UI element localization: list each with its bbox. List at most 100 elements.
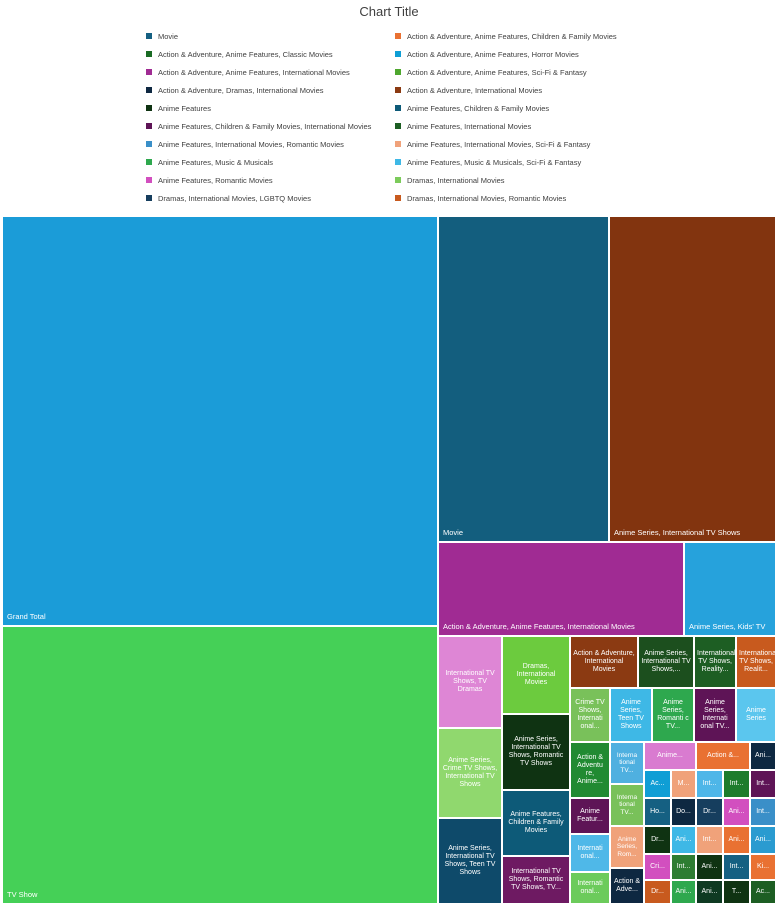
legend-item: Anime Features, International Movies — [395, 120, 531, 134]
treemap-tile-label: International TV Shows, TV Dramas — [445, 669, 495, 694]
legend-label: Anime Features, International Movies, Ro… — [158, 140, 344, 149]
legend-swatch — [395, 33, 401, 40]
treemap-tile-label: Ac... — [650, 779, 665, 787]
treemap-tile-label: International TV Shows, Realit... — [739, 649, 776, 674]
treemap-tile-label: Action & Adventure, Anime Features, Inte… — [443, 622, 635, 632]
treemap-tile-label: T... — [731, 887, 742, 895]
legend-swatch — [146, 69, 152, 76]
treemap-tile-label: Anime Series, International TV Shows, Ro… — [508, 735, 564, 768]
legend-item: Dramas, International Movies — [395, 174, 505, 188]
legend-swatch — [146, 177, 152, 184]
treemap-tile-label: Internati onal... — [577, 844, 603, 860]
treemap-tile: International TV Shows, Romantic TV Show… — [502, 856, 570, 904]
treemap-tile-label: TV Show — [7, 890, 38, 900]
legend-item: Anime Features, Romantic Movies — [146, 174, 273, 188]
treemap-tile: Int... — [696, 770, 723, 798]
treemap-tile: Internati onal... — [570, 834, 610, 872]
treemap-tile-label: Movie — [443, 528, 464, 538]
legend-item: Dramas, International Movies, LGBTQ Movi… — [146, 192, 311, 206]
treemap-tile-label: Int... — [702, 779, 717, 787]
treemap-tile-label: Int... — [676, 862, 691, 870]
legend-item: Anime Features, International Movies, Sc… — [395, 138, 590, 152]
legend-item: Action & Adventure, Dramas, Internationa… — [146, 84, 324, 98]
legend-swatch — [146, 87, 152, 94]
treemap-tile: Do... — [671, 798, 696, 826]
legend-swatch — [146, 195, 152, 202]
treemap-tile: Anime Series, International TV Shows, Ro… — [502, 714, 570, 790]
treemap-tile-label: Internati onal... — [577, 879, 603, 895]
legend-swatch — [395, 177, 401, 184]
legend-item: Action & Adventure, International Movies — [395, 84, 542, 98]
treemap-tile: Int... — [723, 854, 750, 880]
legend-item: Dramas, International Movies, Romantic M… — [395, 192, 566, 206]
treemap-tile-label: Dr... — [651, 887, 664, 895]
treemap-tile: Int... — [696, 826, 723, 854]
legend-label: Action & Adventure, Anime Features, Clas… — [158, 50, 333, 59]
legend-swatch — [146, 141, 152, 148]
treemap-tile: Ani... — [723, 826, 750, 854]
treemap-tile-label: Anime Featur... — [577, 807, 603, 823]
treemap-tile: Crime TV Shows, Internati onal... — [570, 688, 610, 742]
treemap-tile: Interna tional TV... — [610, 784, 644, 826]
legend-item: Action & Adventure, Anime Features, Horr… — [395, 48, 579, 62]
treemap-tile-label: Crime TV Shows, Internati onal... — [575, 698, 605, 731]
treemap-tile-label: Int... — [729, 862, 744, 870]
treemap-tile: Anime Series, International TV Shows,... — [638, 636, 694, 688]
treemap-tile-label: Int... — [756, 779, 770, 787]
treemap-tile-label: Int... — [756, 807, 770, 815]
legend-label: Anime Features, Children & Family Movies… — [158, 122, 372, 131]
treemap-tile: Int... — [723, 770, 750, 798]
legend-swatch — [395, 159, 401, 166]
treemap-tile: Ac... — [644, 770, 671, 798]
treemap-tile: Anime Series, Crime TV Shows, Internatio… — [438, 728, 502, 818]
legend-item: Action & Adventure, Anime Features, Chil… — [395, 30, 617, 44]
legend-item: Anime Features, Children & Family Movies — [395, 102, 549, 116]
treemap-tile-label: Dr... — [703, 807, 716, 815]
treemap-tile: Action & Adventu re, Anime... — [570, 742, 610, 798]
treemap-tile: Ani... — [750, 742, 776, 770]
treemap-tile: Ac... — [750, 880, 776, 904]
legend-swatch — [146, 123, 152, 130]
treemap-tile-label: Action & Adve... — [613, 877, 641, 893]
treemap-tile: Dr... — [644, 880, 671, 904]
treemap-tile-label: Anime Series, Teen TV Shows — [618, 698, 644, 731]
legend-swatch — [146, 33, 152, 40]
legend-swatch — [395, 195, 401, 202]
treemap-tile-label: Interna tional TV... — [616, 793, 638, 816]
treemap-tile: T... — [723, 880, 750, 904]
treemap-tile: Anime Featur... — [570, 798, 610, 834]
treemap-tile-label: Int... — [729, 779, 744, 787]
legend-label: Action & Adventure, Dramas, Internationa… — [158, 86, 324, 95]
legend-label: Anime Features, International Movies, Sc… — [407, 140, 591, 149]
treemap-tile: Anime Features, Children & Family Movies — [502, 790, 570, 856]
treemap-tile-label: Anime Series, Romanti c TV... — [657, 698, 689, 731]
treemap-tile-label: Anime Series, International TV Shows — [614, 528, 741, 538]
treemap-tile-label: Anime Features, Children & Family Movies — [508, 810, 564, 835]
treemap-tile-label: M... — [677, 779, 690, 787]
legend-label: Anime Features, Music & Musicals — [158, 158, 274, 167]
treemap-tile: Action & Adventure, International Movies — [570, 636, 638, 688]
treemap-tile: Action & Adve... — [610, 868, 644, 904]
legend-label: Anime Features, Romantic Movies — [158, 176, 273, 185]
treemap-tile: Ani... — [750, 826, 776, 854]
treemap-tile: Ani... — [696, 880, 723, 904]
treemap-tile: Anime Series, International TV Shows — [609, 216, 776, 542]
legend-item: Action & Adventure, Anime Features, Inte… — [146, 66, 350, 80]
legend-label: Dramas, International Movies — [407, 176, 505, 185]
legend-swatch — [395, 123, 401, 130]
legend-label: Action & Adventure, International Movies — [407, 86, 543, 95]
legend-label: Movie — [158, 32, 179, 41]
treemap-tile: Action &... — [696, 742, 750, 770]
legend-swatch — [395, 141, 401, 148]
treemap-tile: Ki... — [750, 854, 776, 880]
treemap-tile-label: Ani... — [755, 835, 771, 843]
treemap-tile-label: Ani... — [755, 751, 771, 759]
treemap-tile: TV Show — [2, 626, 438, 904]
treemap-tile: Anime Series, Teen TV Shows — [610, 688, 652, 742]
treemap-tile: Dramas, International Movies — [502, 636, 570, 714]
treemap-tile: Anime... — [644, 742, 696, 770]
treemap-tile-label: Anime Series, Crime TV Shows, Internatio… — [442, 756, 498, 789]
treemap-tile: Int... — [671, 854, 696, 880]
treemap-tile-label: Action &... — [707, 751, 739, 759]
legend-label: Action & Adventure, Anime Features, Sci-… — [407, 68, 587, 77]
